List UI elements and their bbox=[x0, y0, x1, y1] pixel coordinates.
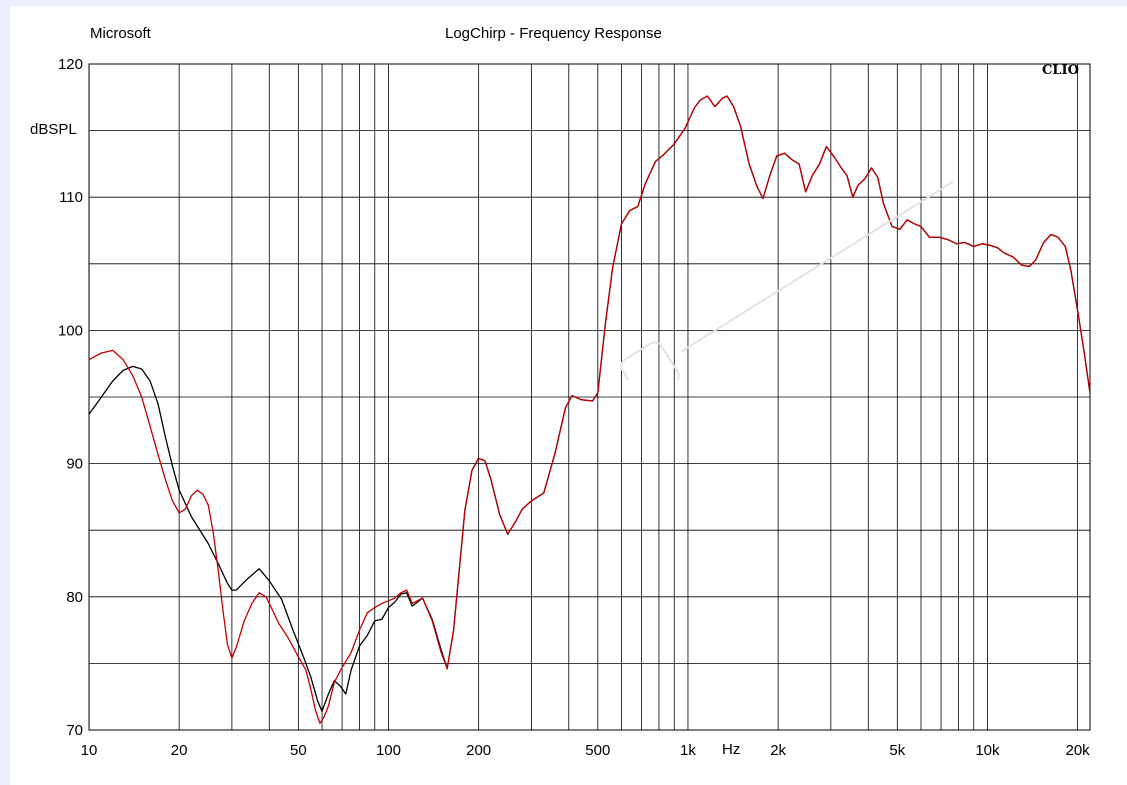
header-left-label: Microsoft bbox=[90, 25, 151, 42]
clio-logo: CLIO bbox=[1042, 63, 1079, 78]
y-tick-label: 70 bbox=[66, 722, 83, 739]
series-line-2 bbox=[88, 95, 1091, 724]
series-layer bbox=[88, 95, 1091, 724]
series-line-1 bbox=[88, 95, 1091, 713]
x-tick-label: 5k bbox=[889, 742, 905, 759]
x-tick-label: 20k bbox=[1066, 742, 1091, 759]
chart-title: LogChirp - Frequency Response bbox=[445, 25, 662, 42]
window-frame-top bbox=[0, 0, 1127, 6]
y-tick-label: 100 bbox=[58, 322, 83, 339]
x-tick-label: 10 bbox=[81, 742, 98, 759]
x-tick-label: 2k bbox=[770, 742, 786, 759]
window-frame-left bbox=[0, 0, 10, 785]
x-tick-label: 100 bbox=[376, 742, 401, 759]
y-tick-label: 110 bbox=[59, 189, 83, 206]
y-tick-label: 90 bbox=[66, 456, 83, 473]
x-tick-label: 10k bbox=[975, 742, 1000, 759]
x-tick-label: 1k bbox=[680, 742, 696, 759]
x-axis-unit-label: Hz bbox=[722, 741, 741, 758]
x-tick-label: 500 bbox=[585, 742, 610, 759]
x-tick-label: 200 bbox=[466, 742, 491, 759]
grid-layer bbox=[88, 63, 1091, 731]
y-tick-label: 120 bbox=[58, 56, 83, 73]
tick-label-layer: 70 80 90 100 110 120 10 20 50 100 200 500 1k 2k 5k 10k 2… bbox=[58, 56, 1090, 759]
x-tick-label: 50 bbox=[290, 742, 307, 759]
x-tick-label: 20 bbox=[171, 742, 188, 759]
y-tick-label: 80 bbox=[66, 589, 83, 606]
y-axis-unit-label: dBSPL bbox=[30, 121, 77, 138]
